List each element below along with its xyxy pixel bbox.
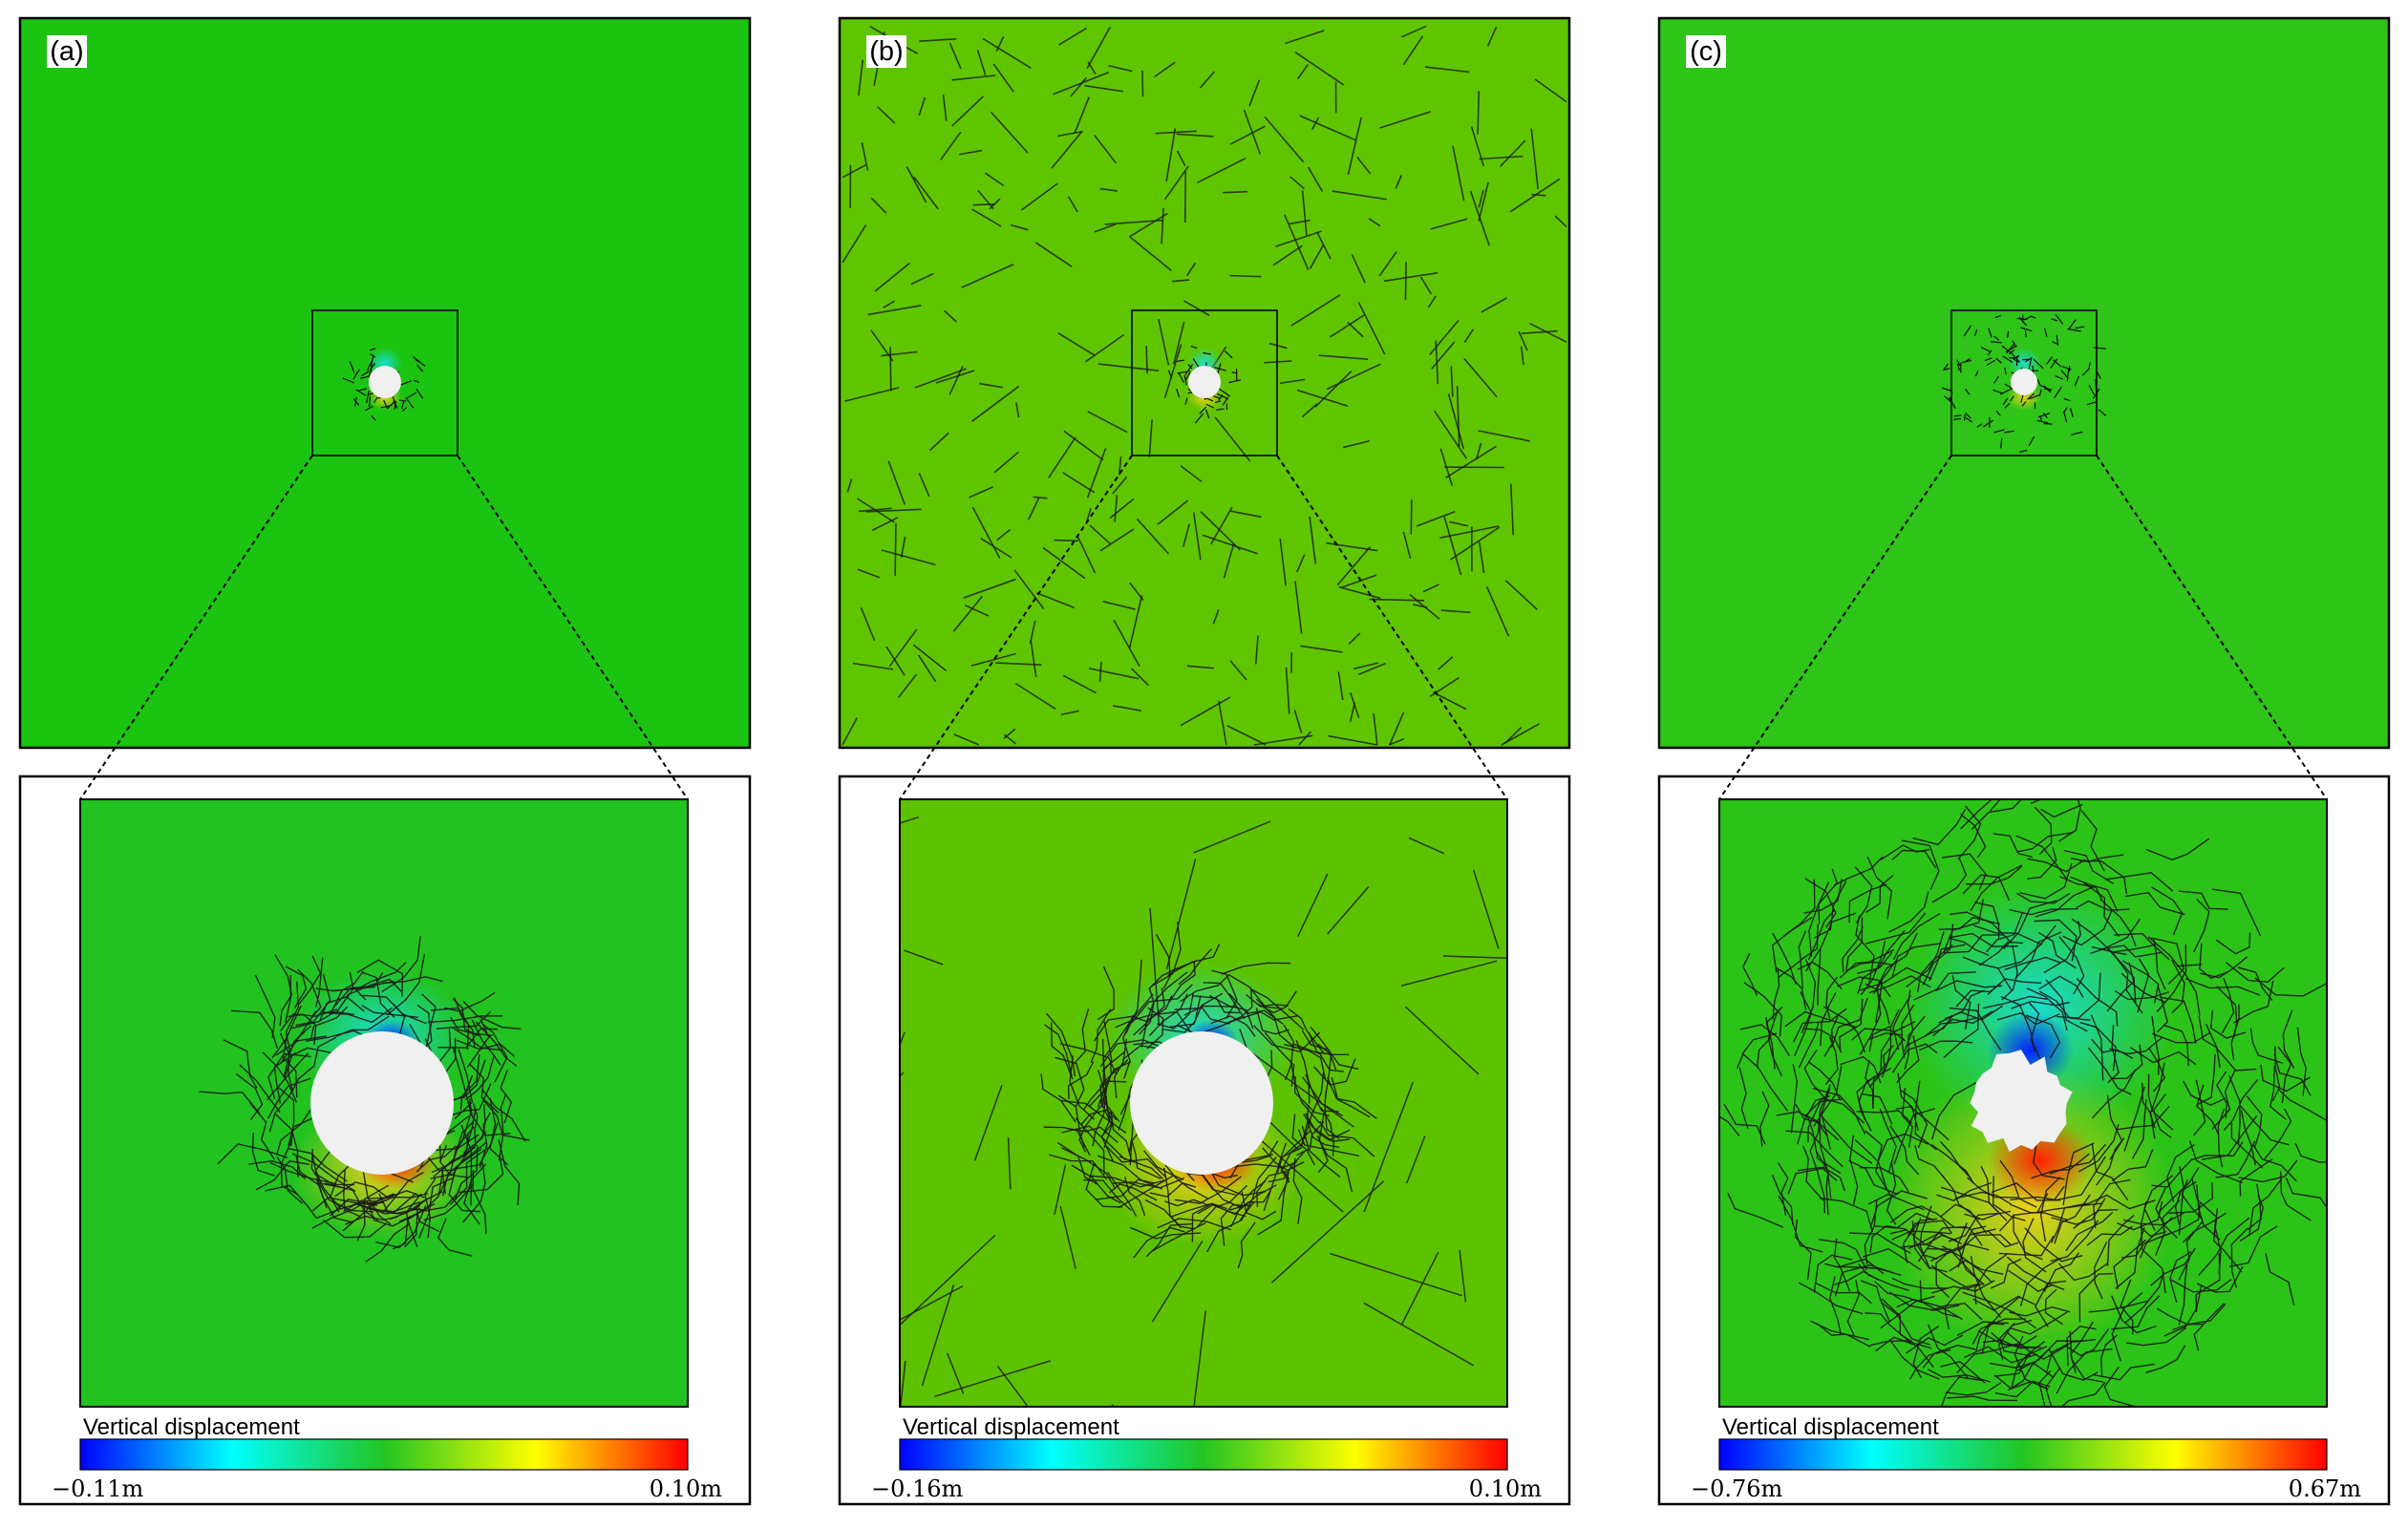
panel-label-text: (c) xyxy=(1690,36,1722,67)
fracture-line xyxy=(1146,346,1147,373)
colorbar-min-label: −0.11m xyxy=(52,1475,144,1502)
fracture-line xyxy=(890,347,891,392)
panel-c: (c) Vertical displacement −0.76m 0.67m xyxy=(1659,18,2389,1504)
panel-b: (b) Vertical displacement −0.16m 0.10m xyxy=(837,18,1581,1504)
tunnel-hole xyxy=(310,1031,454,1175)
fracture-line xyxy=(1142,71,1143,96)
fracture-line xyxy=(1411,499,1412,534)
panel-label-text: (a) xyxy=(50,36,83,67)
colorbar-ramp xyxy=(900,1439,1507,1470)
zoom-field xyxy=(80,799,688,1407)
panel-a: (a) Vertical displacement −0.11m 0.10m xyxy=(20,18,750,1504)
fracture-line xyxy=(1223,192,1247,193)
zoom-field xyxy=(1697,743,2335,1433)
colorbar-max-label: 0.67m xyxy=(2289,1475,2361,1502)
fracture-line xyxy=(1185,172,1186,223)
tunnel-hole xyxy=(1130,1031,1273,1175)
colorbar-min-label: −0.16m xyxy=(871,1475,964,1502)
colorbar-title: Vertical displacement xyxy=(1722,1414,1939,1440)
colorbar-title: Vertical displacement xyxy=(83,1414,300,1440)
colorbar-ramp xyxy=(80,1439,688,1470)
colorbar-ramp xyxy=(1719,1439,2327,1470)
colorbar-max-label: 0.10m xyxy=(650,1475,722,1502)
zoom-field xyxy=(837,799,1581,1492)
fracture-line xyxy=(1229,276,1261,277)
panel-label: (b) xyxy=(866,35,906,68)
panel-label: (c) xyxy=(1686,35,1726,68)
panel-label-text: (b) xyxy=(869,36,903,67)
panel-label: (a) xyxy=(47,35,87,68)
colorbar-max-label: 0.10m xyxy=(1469,1475,1542,1502)
overview-tunnel-hole xyxy=(1188,366,1221,398)
fracture-line xyxy=(972,204,995,205)
colorbar-min-label: −0.76m xyxy=(1691,1475,1783,1502)
overview-tunnel-hole xyxy=(369,366,401,398)
overview-tunnel-hole xyxy=(2011,369,2037,395)
colorbar-title: Vertical displacement xyxy=(903,1414,1119,1440)
fracture-line xyxy=(895,523,896,576)
fracture-line xyxy=(1405,262,1406,300)
